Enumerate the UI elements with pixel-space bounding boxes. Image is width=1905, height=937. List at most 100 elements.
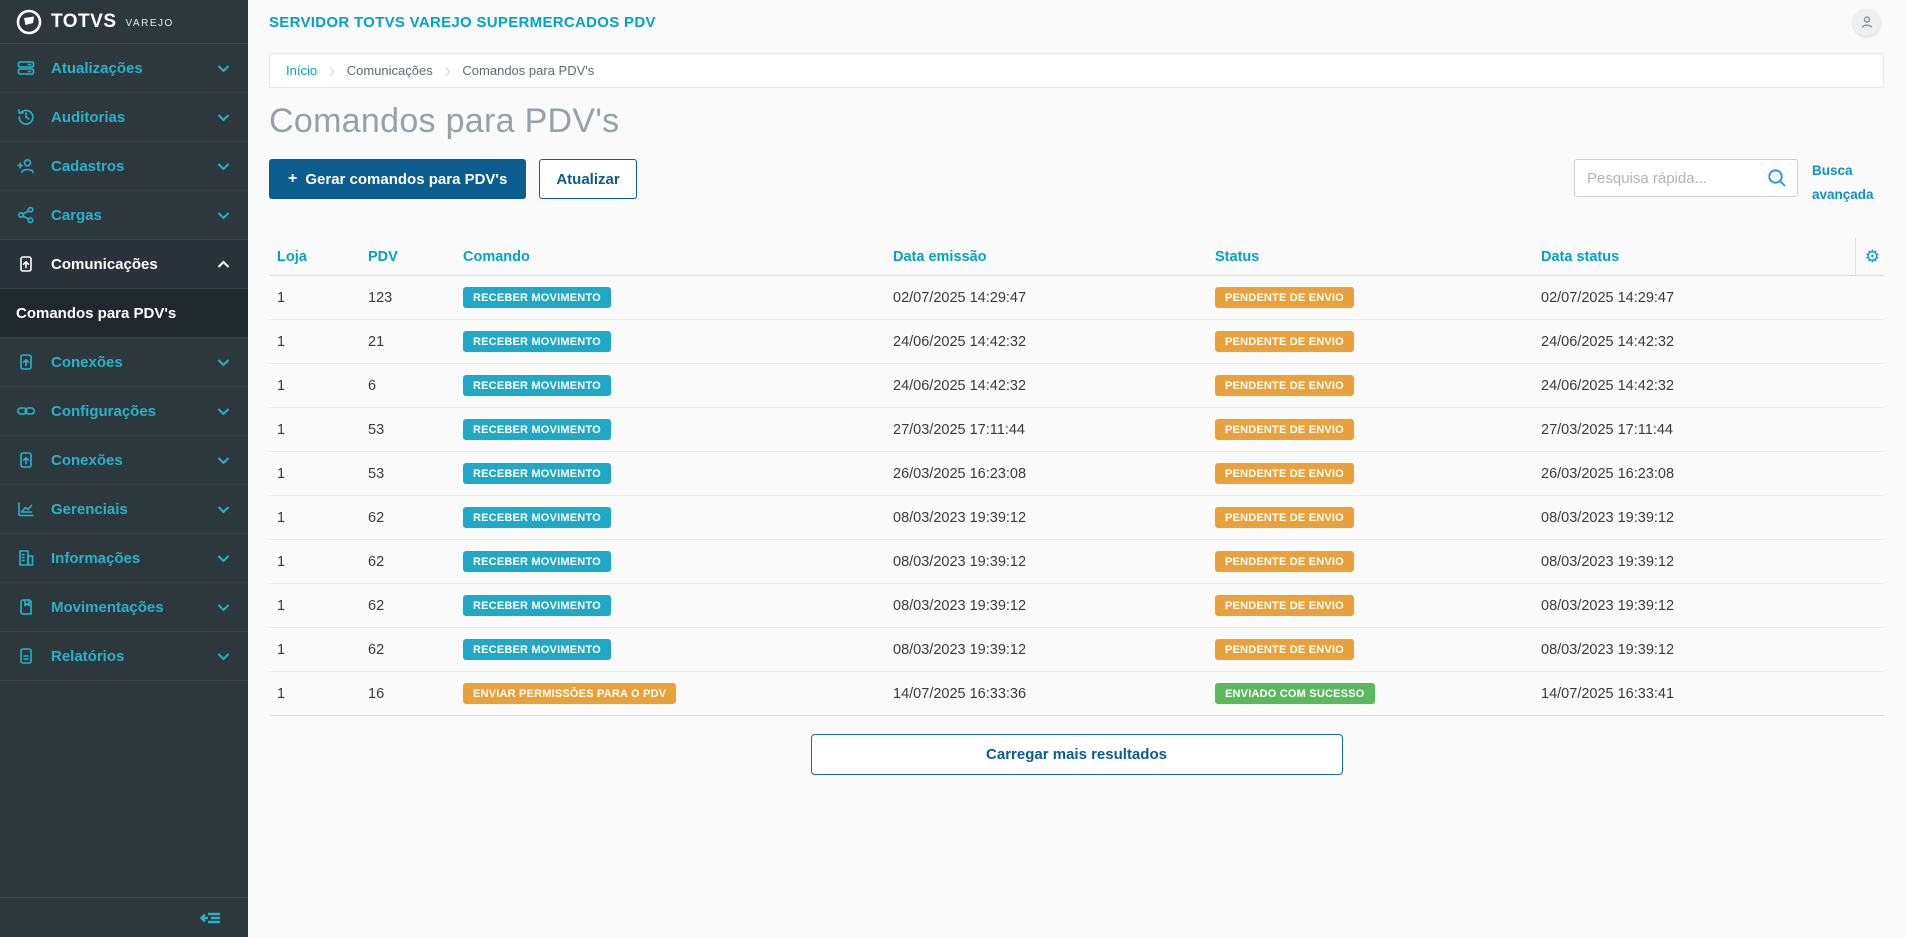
- cell-status-badge: PENDENTE DE ENVIO: [1215, 331, 1354, 353]
- cell-status-badge: PENDENTE DE ENVIO: [1215, 375, 1354, 397]
- column-header-data-emissao[interactable]: Data emissão: [893, 248, 987, 265]
- user-avatar[interactable]: [1853, 8, 1880, 36]
- cell-loja: 1: [277, 597, 286, 614]
- table-row[interactable]: 1 62 RECEBER MOVIMENTO 08/03/2023 19:39:12 P…: [269, 496, 1884, 541]
- sidebar-item-auditorias[interactable]: Auditorias: [0, 93, 248, 142]
- table-row[interactable]: 1 16 ENVIAR PERMISSÕES PARA O PDV 14/07/202…: [269, 672, 1884, 717]
- sidebar-item-conexoes-2[interactable]: Conexões: [0, 436, 248, 485]
- breadcrumb-comunicacoes[interactable]: Comunicações: [346, 63, 433, 78]
- search-input[interactable]: [1574, 159, 1798, 197]
- sidebar-nav: Atualizações Auditorias Cadastros Cargas Com…: [0, 44, 248, 681]
- cell-comando-badge: RECEBER MOVIMENTO: [463, 551, 611, 573]
- cell-comando-cell: RECEBER MOVIMENTO: [455, 287, 885, 309]
- share-icon: [16, 205, 36, 225]
- search-icon[interactable]: [1766, 167, 1788, 194]
- cell-comando-cell: RECEBER MOVIMENTO: [455, 595, 885, 617]
- cell-status-badge: ENVIADO COM SUCESSO: [1215, 683, 1375, 705]
- cell-comando-badge: RECEBER MOVIMENTO: [463, 639, 611, 661]
- cell-pdv: 123: [368, 289, 393, 306]
- table-row[interactable]: 1 62 RECEBER MOVIMENTO 08/03/2023 19:39:12 P…: [269, 628, 1884, 673]
- breadcrumb-comandos[interactable]: Comandos para PDV's: [462, 63, 595, 78]
- table-row[interactable]: 1 62 RECEBER MOVIMENTO 08/03/2023 19:39:12 P…: [269, 584, 1884, 629]
- chevron-down-icon: [217, 603, 230, 612]
- column-header-comando[interactable]: Comando: [463, 248, 530, 265]
- column-header-pdv[interactable]: PDV: [368, 248, 398, 265]
- sidebar-item-configuracoes[interactable]: Configurações: [0, 387, 248, 436]
- app-logo[interactable]: TOTVS VAREJO: [0, 0, 248, 44]
- page-title: Comandos para PDV's: [269, 102, 620, 140]
- sidebar-item-label: Configurações: [51, 402, 157, 420]
- cell-loja: 1: [277, 641, 286, 658]
- refresh-button[interactable]: Atualizar: [539, 159, 637, 199]
- cell-data-status: 24/06/2025 14:42:32: [1541, 377, 1675, 394]
- cell-comando-cell: RECEBER MOVIMENTO: [455, 331, 885, 353]
- sidebar-item-conexoes[interactable]: Conexões: [0, 338, 248, 387]
- sidebar-item-gerenciais[interactable]: Gerenciais: [0, 485, 248, 534]
- collapse-sidebar-icon[interactable]: [200, 910, 222, 926]
- cell-data-emissao: 14/07/2025 16:33:36: [893, 685, 1027, 702]
- column-header-data-status[interactable]: Data status: [1541, 248, 1620, 265]
- logo-brand-text: TOTVS: [51, 10, 117, 32]
- sidebar-footer: [0, 897, 248, 937]
- column-header-status[interactable]: Status: [1215, 248, 1260, 265]
- sidebar-item-relatorios[interactable]: Relatórios: [0, 632, 248, 681]
- cell-loja: 1: [277, 377, 286, 394]
- cell-status-cell: PENDENTE DE ENVIO: [1207, 507, 1533, 529]
- toolbar: + Gerar comandos para PDV's Atualizar Bu…: [269, 159, 1884, 206]
- sidebar-item-informacoes[interactable]: Informações: [0, 534, 248, 583]
- cell-loja: 1: [277, 509, 286, 526]
- cell-status-cell: PENDENTE DE ENVIO: [1207, 375, 1533, 397]
- sidebar-item-atualizacoes[interactable]: Atualizações: [0, 44, 248, 93]
- cell-status-badge: PENDENTE DE ENVIO: [1215, 595, 1354, 617]
- advanced-search-link[interactable]: Busca avançada: [1812, 163, 1874, 202]
- sidebar: TOTVS VAREJO Atualizações Auditorias Cadas…: [0, 0, 248, 937]
- chevron-up-icon: [217, 260, 230, 269]
- cell-data-status: 08/03/2023 19:39:12: [1541, 509, 1675, 526]
- cell-data-emissao: 08/03/2023 19:39:12: [893, 553, 1027, 570]
- server-icon: [16, 58, 36, 78]
- chevron-down-icon: [217, 358, 230, 367]
- cell-status-badge: PENDENTE DE ENVIO: [1215, 419, 1354, 441]
- cell-comando-cell: RECEBER MOVIMENTO: [455, 375, 885, 397]
- sidebar-item-label: Movimentações: [51, 598, 164, 616]
- table-row[interactable]: 1 6 RECEBER MOVIMENTO 24/06/2025 14:42:32 PE…: [269, 364, 1884, 409]
- cell-pdv: 21: [368, 333, 385, 350]
- cell-loja: 1: [277, 289, 286, 306]
- generate-commands-button[interactable]: + Gerar comandos para PDV's: [269, 159, 527, 199]
- sidebar-item-cadastros[interactable]: Cadastros: [0, 142, 248, 191]
- file-upload-icon: [16, 450, 36, 470]
- link-icon: [16, 401, 36, 421]
- table-row[interactable]: 1 62 RECEBER MOVIMENTO 08/03/2023 19:39:12 P…: [269, 540, 1884, 585]
- cell-comando-badge: RECEBER MOVIMENTO: [463, 331, 611, 353]
- cell-comando-badge: RECEBER MOVIMENTO: [463, 507, 611, 529]
- table-row[interactable]: 1 123 RECEBER MOVIMENTO 02/07/2025 14:29:47…: [269, 276, 1884, 321]
- table-row[interactable]: 1 53 RECEBER MOVIMENTO 26/03/2025 16:23:08 P…: [269, 452, 1884, 497]
- main-content: SERVIDOR TOTVS VAREJO SUPERMERCADOS PDV …: [248, 0, 1905, 937]
- cell-status-cell: ENVIADO COM SUCESSO: [1207, 683, 1533, 705]
- cell-pdv: 6: [368, 377, 377, 394]
- table-settings-gear-icon[interactable]: ⚙: [1864, 247, 1880, 267]
- chart-icon: [16, 499, 36, 519]
- user-add-icon: [16, 156, 36, 176]
- load-more-button[interactable]: Carregar mais resultados: [810, 734, 1343, 776]
- cell-data-emissao: 08/03/2023 19:39:12: [893, 641, 1027, 658]
- sidebar-item-label: Informações: [51, 549, 141, 567]
- sidebar-item-movimentacoes[interactable]: Movimentações: [0, 583, 248, 632]
- file-upload-icon: [16, 254, 36, 274]
- cell-loja: 1: [277, 553, 286, 570]
- cell-data-status: 08/03/2023 19:39:12: [1541, 597, 1675, 614]
- table-row[interactable]: 1 21 RECEBER MOVIMENTO 24/06/2025 14:42:32 P…: [269, 320, 1884, 365]
- sidebar-item-label: Cargas: [51, 206, 102, 224]
- table-row[interactable]: 1 53 RECEBER MOVIMENTO 27/03/2025 17:11:44 P…: [269, 408, 1884, 453]
- column-header-loja[interactable]: Loja: [277, 248, 307, 265]
- cell-pdv: 62: [368, 509, 385, 526]
- book-icon: [16, 597, 36, 617]
- chevron-down-icon: [217, 64, 230, 73]
- cell-comando-cell: RECEBER MOVIMENTO: [455, 639, 885, 661]
- sidebar-item-cargas[interactable]: Cargas: [0, 191, 248, 240]
- breadcrumb-inicio[interactable]: Início: [286, 63, 318, 78]
- sidebar-subitem-comandos-para-pdvs[interactable]: Comandos para PDV's: [0, 289, 248, 338]
- sidebar-item-comunicacoes[interactable]: Comunicações: [0, 240, 248, 289]
- table-settings-cell: ⚙: [1855, 237, 1884, 276]
- table-header: Loja PDV Comando Data emissão Status Dat…: [269, 237, 1884, 277]
